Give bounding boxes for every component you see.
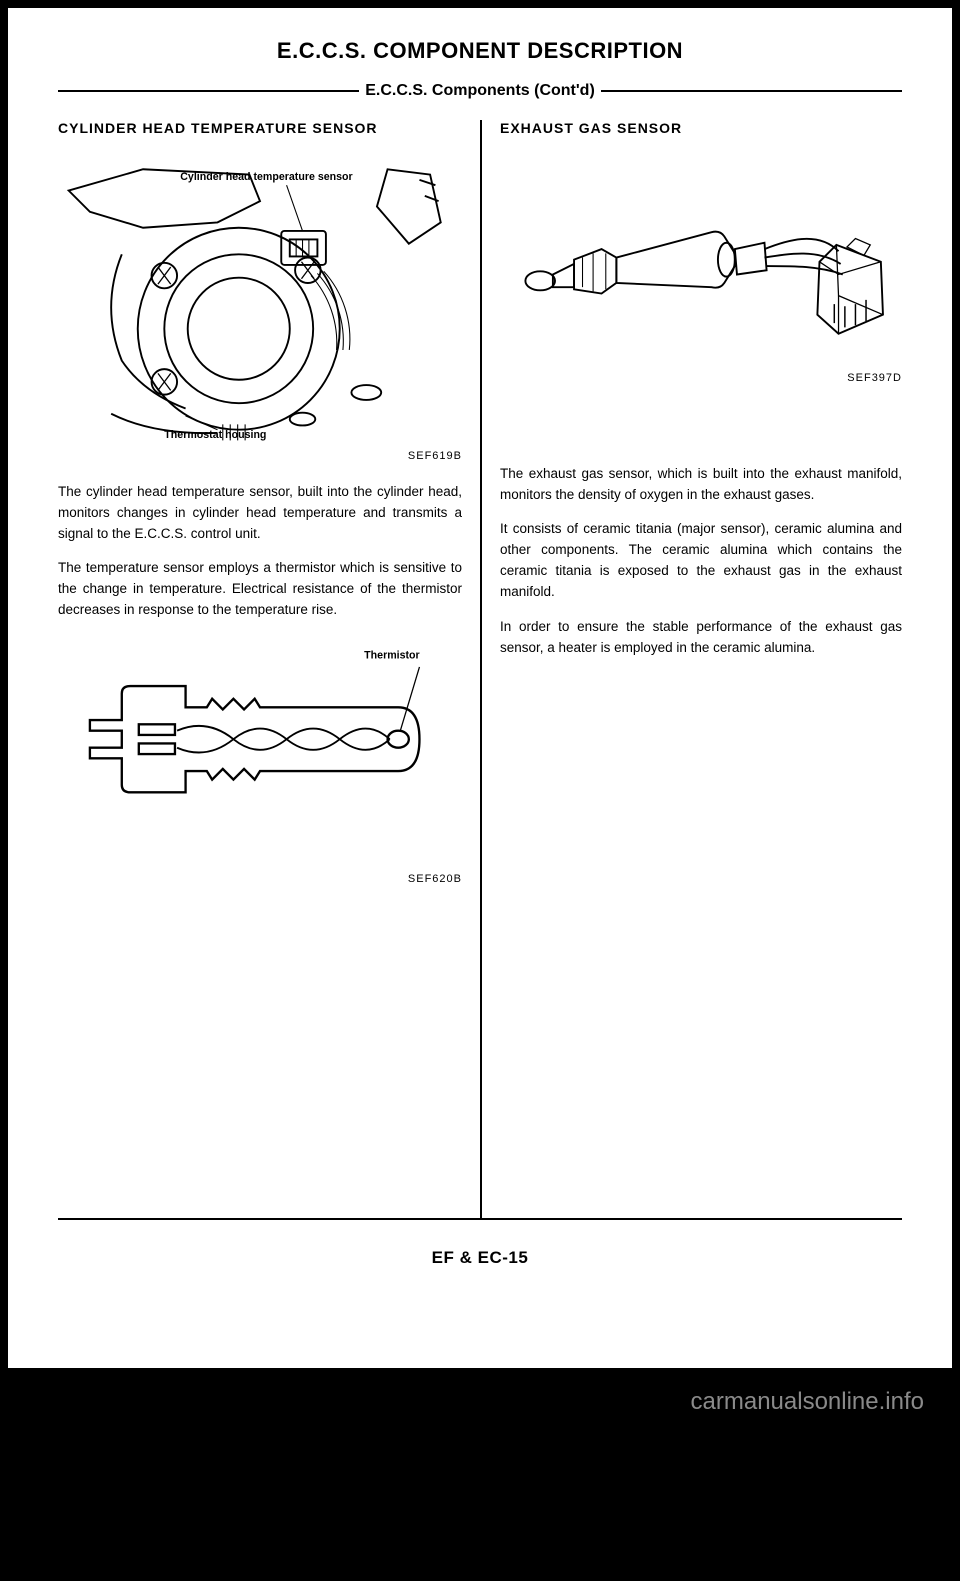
figure-thermistor: Thermistor <box>58 635 462 869</box>
right-para-3: In order to ensure the stable performanc… <box>500 617 902 659</box>
right-heading: EXHAUST GAS SENSOR <box>500 120 902 136</box>
right-para-2: It consists of ceramic titania (major se… <box>500 519 902 603</box>
left-heading: CYLINDER HEAD TEMPERATURE SENSOR <box>58 120 462 136</box>
callout-thermostat-housing: Thermostat housing <box>164 429 266 441</box>
subtitle-row: E.C.C.S. Components (Cont'd) <box>58 82 902 100</box>
two-column-layout: CYLINDER HEAD TEMPERATURE SENSOR <box>58 120 902 1220</box>
figure-exhaust-gas-sensor <box>500 156 902 368</box>
left-para-2: The temperature sensor employs a thermis… <box>58 558 462 621</box>
callout-cyl-head-sensor: Cylinder head temperature sensor <box>180 171 352 183</box>
cylinder-head-sensor-illustration: Cylinder head temperature sensor Thermos… <box>58 148 462 446</box>
page-title: E.C.C.S. COMPONENT DESCRIPTION <box>58 38 902 64</box>
exhaust-gas-sensor-illustration <box>500 156 902 368</box>
left-para-1: The cylinder head temperature sensor, bu… <box>58 482 462 545</box>
right-para-1: The exhaust gas sensor, which is built i… <box>500 464 902 506</box>
watermark: carmanualsonline.info <box>691 1388 924 1416</box>
black-bottom-bar: carmanualsonline.info <box>8 1368 952 1573</box>
page-footer: EF & EC-15 <box>58 1248 902 1268</box>
fig1-caption: SEF619B <box>58 450 462 462</box>
right-column: EXHAUST GAS SENSOR <box>480 120 902 1218</box>
figure-cylinder-head-sensor: Cylinder head temperature sensor Thermos… <box>58 148 462 446</box>
rule-right <box>601 90 902 92</box>
subtitle: E.C.C.S. Components (Cont'd) <box>359 82 601 100</box>
rule-left <box>58 90 359 92</box>
thermistor-illustration: Thermistor <box>58 635 462 869</box>
left-column: CYLINDER HEAD TEMPERATURE SENSOR <box>58 120 480 1218</box>
fig2-caption: SEF620B <box>58 873 462 885</box>
fig-right-caption: SEF397D <box>500 372 902 384</box>
callout-thermistor: Thermistor <box>364 650 420 662</box>
